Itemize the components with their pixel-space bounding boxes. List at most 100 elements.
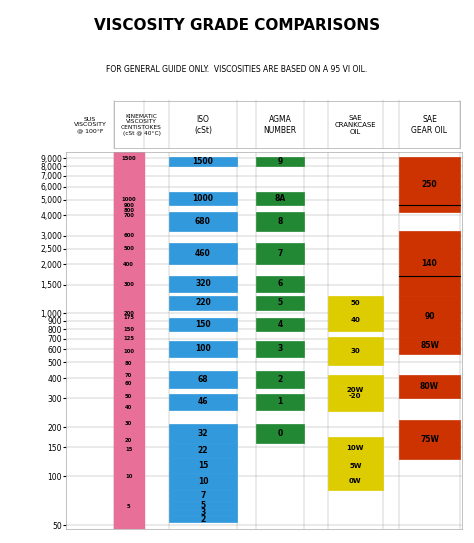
Text: 680: 680 [195,217,211,226]
Text: 68: 68 [198,375,208,384]
Text: 800: 800 [123,208,134,213]
Text: 320: 320 [195,280,211,288]
Bar [256,296,304,310]
Text: 1000: 1000 [192,194,213,203]
Bar [169,516,237,522]
Bar [256,371,304,388]
Bar [256,192,304,205]
Text: 80: 80 [125,361,132,366]
Text: 20W
-20: 20W -20 [346,387,364,399]
Text: 10: 10 [198,477,208,486]
Text: 150: 150 [195,320,211,329]
Bar [328,337,383,365]
Text: 1500: 1500 [121,155,136,161]
Bar [328,375,383,411]
Text: 900: 900 [123,203,134,208]
Bar [328,472,383,490]
Bar [169,340,237,357]
Text: 6: 6 [277,280,283,288]
Bar [256,243,304,264]
Text: 40: 40 [125,405,132,409]
Text: 2: 2 [201,515,206,523]
Bar [169,296,237,310]
Text: 5: 5 [201,501,205,510]
Text: 50: 50 [350,300,360,306]
Bar [169,371,237,388]
Text: 80W: 80W [420,382,439,391]
Bar [256,394,304,410]
Text: 100: 100 [195,344,211,353]
Text: 5: 5 [127,504,130,509]
Bar [114,102,460,148]
Text: 15: 15 [198,460,208,470]
Bar [399,375,460,399]
Bar [169,318,237,331]
Text: 7: 7 [277,249,283,258]
Text: VISCOSITY GRADE COMPARISONS: VISCOSITY GRADE COMPARISONS [94,18,380,33]
Bar [169,276,237,292]
Text: 32: 32 [198,429,208,438]
Bar [328,296,383,310]
Text: AGMA
NUMBER: AGMA NUMBER [264,115,297,135]
Text: 20: 20 [125,438,132,443]
Text: SAE
CRANKCASE
OIL: SAE CRANKCASE OIL [335,115,376,135]
Bar [169,458,237,472]
Text: 30: 30 [125,421,132,426]
Text: 2: 2 [277,375,283,384]
Bar [399,231,460,296]
Text: 40: 40 [350,318,360,324]
Text: 70: 70 [125,373,132,378]
Text: ISO
(cSt): ISO (cSt) [194,115,212,135]
Text: 0W: 0W [349,478,362,484]
Bar [169,192,237,205]
Bar [399,156,460,212]
Text: 50: 50 [125,394,132,399]
Text: 9: 9 [277,157,283,166]
Text: 140: 140 [421,259,438,268]
Text: 90: 90 [424,312,435,321]
Text: 500: 500 [123,246,134,251]
Text: 250: 250 [422,180,438,189]
Text: 10W: 10W [346,445,364,451]
Text: 5: 5 [277,299,283,307]
Text: 8A: 8A [274,194,286,203]
Bar [169,501,237,510]
Bar [169,490,237,501]
Text: 220: 220 [195,299,211,307]
Bar [328,459,383,472]
Text: 3: 3 [201,508,206,517]
Text: 150: 150 [123,326,134,332]
Bar [169,243,237,264]
Text: FOR GENERAL GUIDE ONLY.  VISCOSITIES ARE BASED ON A 95 VI OIL.: FOR GENERAL GUIDE ONLY. VISCOSITIES ARE … [106,65,368,74]
Text: 100: 100 [123,349,134,355]
Text: 125: 125 [123,336,134,341]
Bar [169,212,237,231]
Text: 85W: 85W [420,341,439,350]
Text: 46: 46 [198,397,208,406]
Text: 3: 3 [277,344,283,353]
Bar [256,318,304,331]
Bar [169,394,237,410]
Text: 200: 200 [123,311,134,316]
Text: KINEMATIC
VISCOSITY
CENTISTOKES
(cSt @ 40°C): KINEMATIC VISCOSITY CENTISTOKES (cSt @ 4… [121,113,162,136]
Text: 1000: 1000 [121,197,136,202]
Text: 15: 15 [125,447,132,452]
Text: 300: 300 [123,282,134,287]
Text: 600: 600 [123,233,134,238]
Text: 75W: 75W [420,435,439,444]
Text: 400: 400 [123,262,134,267]
Text: 4: 4 [277,320,283,329]
Text: 60: 60 [125,381,132,386]
Bar [169,510,237,516]
Bar [328,310,383,331]
Bar [399,337,460,355]
Bar [169,156,237,166]
Bar [256,156,304,166]
Bar [328,437,383,459]
Text: 460: 460 [195,249,211,258]
Text: SUS
VISCOSITY
@ 100°F: SUS VISCOSITY @ 100°F [73,117,107,133]
Bar [169,443,237,458]
Text: 1: 1 [277,397,283,406]
Text: 7: 7 [200,491,206,500]
Text: 1500: 1500 [192,157,213,166]
